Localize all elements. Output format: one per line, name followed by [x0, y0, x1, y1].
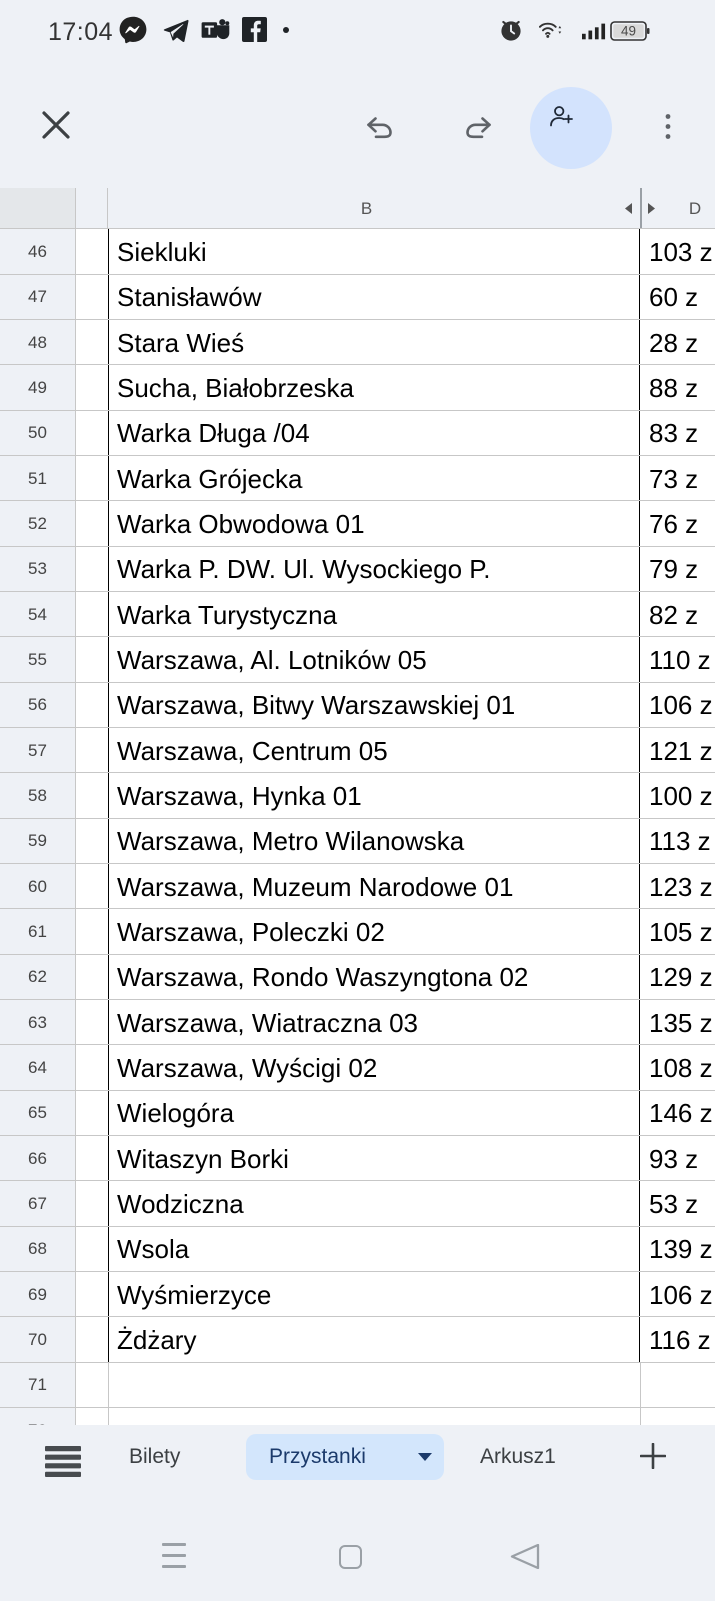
svg-text:49: 49	[621, 24, 636, 39]
